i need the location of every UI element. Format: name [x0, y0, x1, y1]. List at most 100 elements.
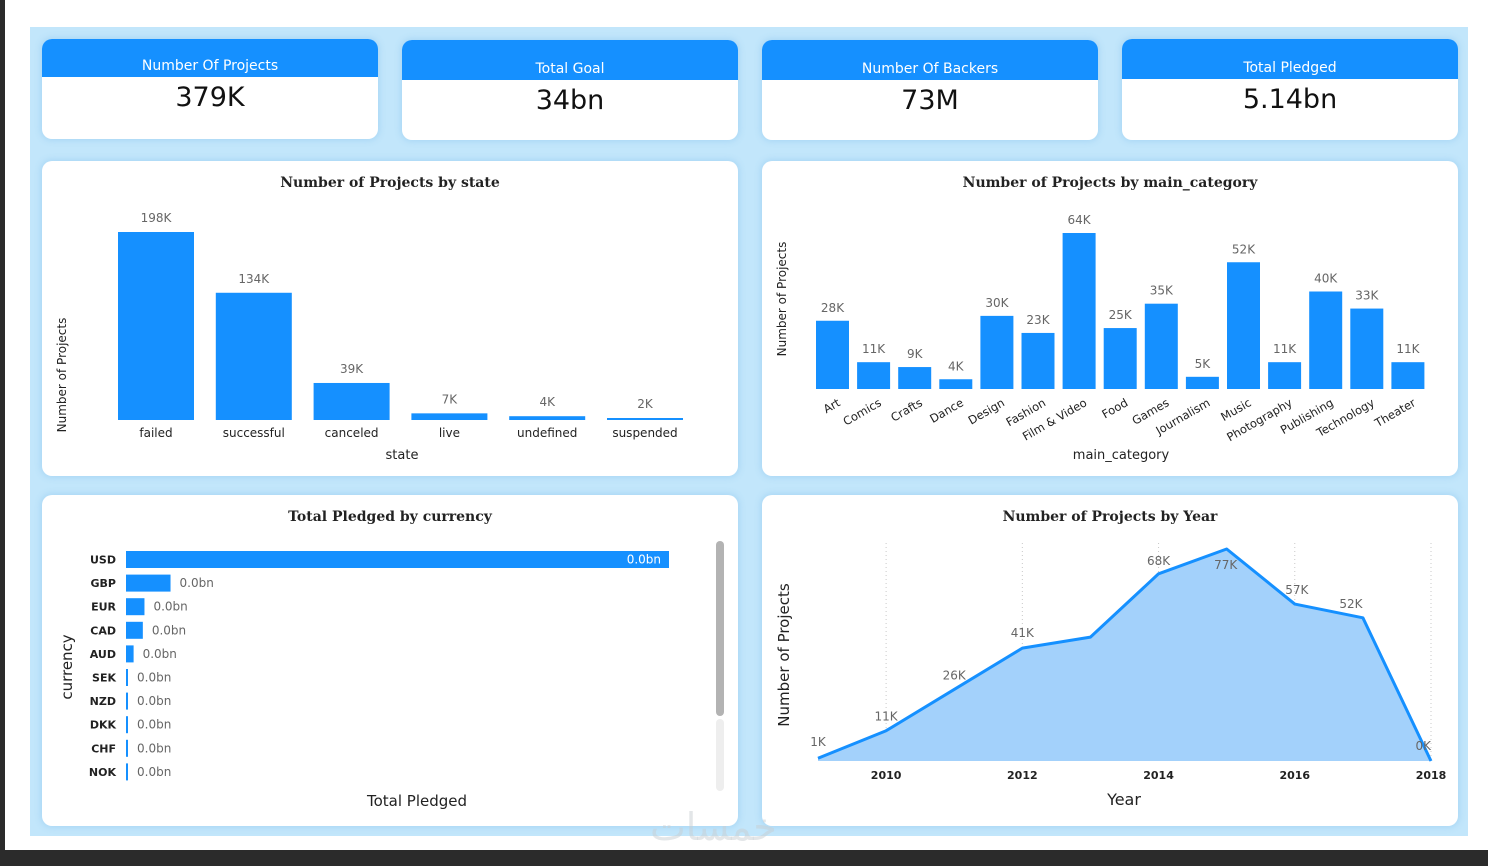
x-tick-label: failed	[139, 426, 172, 440]
bar	[1268, 362, 1302, 389]
kpi-card-total-pledged[interactable]: Total Pledged 5.14bn	[1122, 39, 1458, 140]
chart-pledged-by-currency[interactable]: Total Pledged by currency currency Total…	[42, 495, 738, 826]
bar	[1062, 233, 1096, 389]
x-axis-label: Year	[1106, 790, 1141, 809]
data-label: 39K	[340, 362, 364, 376]
scrollbar-track[interactable]	[716, 719, 724, 791]
data-label: 0.0bn	[180, 576, 214, 590]
data-label: 2K	[637, 397, 654, 411]
bar	[607, 418, 683, 420]
y-tick-label: CAD	[90, 624, 116, 637]
data-label: 7K	[442, 392, 459, 406]
y-tick-label: NOK	[89, 766, 117, 779]
y-axis-label: currency	[58, 634, 76, 699]
bar	[816, 320, 849, 389]
bar	[1350, 308, 1384, 389]
data-label: 0.0bn	[137, 718, 171, 732]
y-tick-label: DKK	[90, 719, 117, 732]
bar	[126, 716, 128, 734]
data-label: 68K	[1147, 554, 1171, 568]
chart-projects-by-state[interactable]: Number of Projects by state Number of Pr…	[42, 161, 738, 476]
data-label: 198K	[141, 211, 173, 225]
data-label: 40K	[1314, 272, 1338, 286]
chart-projects-by-year[interactable]: Number of Projects by Year Number of Pro…	[762, 495, 1458, 826]
chart-title: Number of Projects by Year	[1002, 509, 1218, 525]
bar	[1103, 328, 1137, 389]
bar	[126, 551, 669, 568]
x-tick-label: 2012	[1007, 769, 1038, 782]
watermark-logo: خمسات	[650, 805, 777, 849]
data-label: 23K	[1026, 313, 1050, 327]
chart-title: Total Pledged by currency	[288, 509, 492, 525]
data-label: 4K	[539, 395, 556, 409]
kpi-label: Number Of Projects	[42, 39, 378, 77]
y-tick-label: USD	[90, 554, 116, 567]
y-axis-label: Number of Projects	[775, 583, 793, 727]
scrollbar-thumb[interactable]	[716, 541, 724, 716]
y-axis-label: Number of Projects	[55, 318, 69, 433]
bar	[118, 232, 194, 420]
data-label: 57K	[1285, 583, 1309, 597]
data-label: 0.0bn	[137, 671, 171, 685]
bar	[411, 413, 488, 420]
data-label: 64K	[1068, 213, 1092, 227]
series-line	[817, 547, 1433, 762]
bar	[126, 574, 171, 592]
x-tick-label: Theater	[1371, 395, 1418, 430]
data-label: 52K	[1339, 597, 1363, 611]
data-label: 0.0bn	[137, 765, 171, 779]
data-label: 11K	[1396, 342, 1420, 356]
kpi-card-projects[interactable]: Number Of Projects 379K	[42, 39, 378, 139]
bar	[126, 692, 128, 710]
kpi-value: 73M	[901, 85, 959, 116]
data-label: 11K	[1273, 342, 1297, 356]
x-tick-label: Dance	[927, 395, 966, 425]
data-label: 0.0bn	[152, 623, 186, 637]
y-tick-label: SEK	[92, 672, 116, 685]
area-fill	[818, 549, 1431, 761]
y-tick-label: NZD	[90, 695, 116, 708]
bar	[1021, 332, 1055, 389]
data-label: 52K	[1232, 242, 1256, 256]
chart-canvas: Number of Projects state 198K failed 134K s…	[55, 211, 683, 463]
bar	[1144, 303, 1178, 389]
y-axis-label: Number of Projects	[775, 242, 789, 357]
chart-canvas: currency Total Pledged USD 0.0bn GBP 0.0bn E…	[58, 541, 724, 810]
x-axis-label: main_category	[1073, 448, 1170, 463]
bar	[857, 362, 891, 389]
x-tick-label: canceled	[325, 426, 379, 440]
chart-canvas: Number of Projects main_category 28K Art 1…	[775, 213, 1425, 463]
chart-projects-by-category[interactable]: Number of Projects by main_category Numb…	[762, 161, 1458, 476]
kpi-label: Total Goal	[402, 40, 738, 80]
chart-title: Number of Projects by state	[280, 175, 500, 191]
data-label: 0K	[1415, 739, 1432, 753]
data-label: 28K	[821, 301, 845, 315]
x-tick-label: successful	[223, 426, 285, 440]
x-tick-label: 2018	[1416, 769, 1447, 782]
kpi-label: Number Of Backers	[762, 40, 1098, 80]
x-tick-label: 2010	[871, 769, 902, 782]
kpi-card-total-goal[interactable]: Total Goal 34bn	[402, 40, 738, 140]
data-label: 33K	[1355, 289, 1379, 303]
data-label: 11K	[862, 342, 886, 356]
chart-title: Number of Projects by main_category	[962, 175, 1258, 191]
data-label: 1K	[810, 735, 827, 749]
y-tick-label: AUD	[90, 648, 116, 661]
data-label: 0.0bn	[153, 600, 187, 614]
data-label: 30K	[985, 296, 1009, 310]
bar	[313, 382, 390, 420]
bar	[1309, 291, 1343, 389]
bar	[980, 315, 1014, 389]
data-label: 26K	[943, 668, 967, 682]
x-tick-label: 2016	[1279, 769, 1310, 782]
bar	[1185, 376, 1219, 389]
x-tick-label: Art	[821, 395, 843, 416]
bar	[1391, 362, 1425, 389]
x-axis-label: state	[386, 448, 419, 463]
data-label: 0.0bn	[137, 741, 171, 755]
window-edge-left	[0, 0, 5, 866]
data-label: 0.0bn	[627, 553, 661, 567]
data-label: 41K	[1011, 626, 1035, 640]
kpi-card-backers[interactable]: Number Of Backers 73M	[762, 40, 1098, 140]
data-label: 77K	[1214, 558, 1238, 572]
